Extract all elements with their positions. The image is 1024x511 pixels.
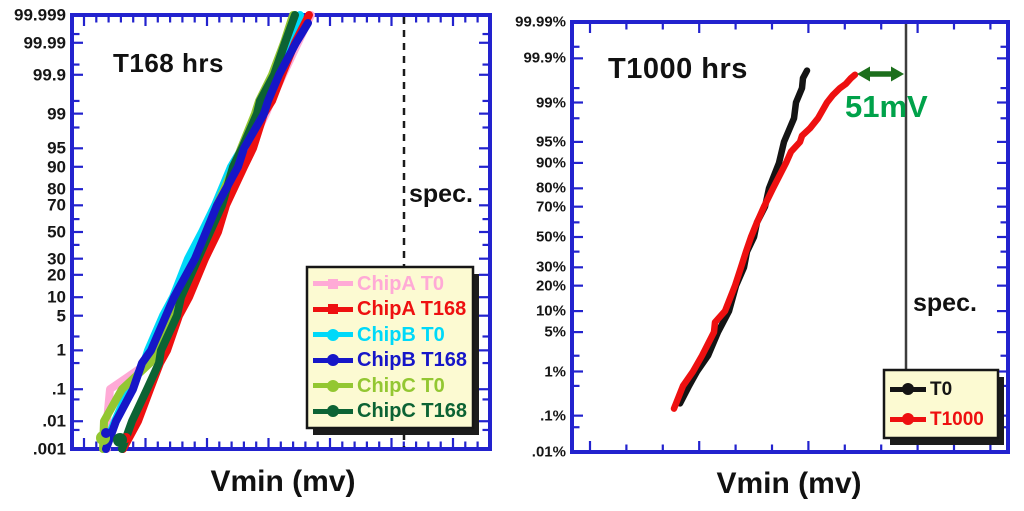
legend-marker — [313, 278, 353, 289]
series-end-dot — [113, 433, 127, 447]
legend-label: ChipA T0 — [357, 272, 445, 295]
y-tick-label: 20% — [535, 277, 566, 295]
legend-chips: ChipA T0 ChipA T168 ChipB T0 ChipB T168 Chip… — [313, 271, 469, 424]
legend-label: ChipA T168 — [357, 298, 467, 321]
y-tick-label: .1 — [51, 379, 66, 399]
y-tick-label: 10 — [47, 287, 66, 307]
legend-marker — [313, 354, 353, 367]
legend-label: ChipB T168 — [357, 349, 468, 372]
y-tick-label: 5% — [544, 323, 566, 341]
legend-marker — [313, 304, 353, 315]
legend-item-ChipA-T0: ChipA T0 — [313, 274, 469, 294]
y-tick-label: .001 — [32, 439, 66, 459]
legend-box — [882, 368, 1000, 440]
y-tick-label: 50% — [535, 228, 566, 246]
legend-t0-t1000: T0 T1000 — [890, 374, 994, 434]
legend-item-ChipA-T168: ChipA T168 — [313, 299, 469, 319]
series-end-dot — [101, 428, 111, 438]
y-tick-label: 99.999 — [14, 5, 66, 25]
y-tick-label: 99.9 — [32, 65, 66, 85]
y-tick-label: 80% — [535, 179, 566, 197]
y-tick-label: 1% — [544, 363, 566, 380]
legend-box — [305, 265, 475, 430]
legend-item-T1000: T1000 — [890, 410, 994, 429]
y-tick-label: 90 — [47, 157, 66, 177]
y-tick-label: 20 — [47, 265, 66, 285]
y-tick-label: 1 — [56, 340, 66, 360]
legend-marker — [890, 383, 926, 395]
legend-label: ChipC T168 — [357, 400, 468, 423]
y-tick-label: 95 — [47, 138, 66, 158]
chart-title-t1000: T1000 hrs — [608, 53, 748, 85]
spec-label-right: spec. — [913, 289, 977, 317]
series-T1000 — [670, 71, 859, 412]
legend-label: ChipC T0 — [357, 374, 445, 397]
y-tick-label: 90% — [535, 154, 566, 172]
legend-marker — [313, 328, 353, 341]
delta-arrow-head-right — [891, 66, 904, 82]
chart-title-t168: T168 hrs — [113, 48, 224, 78]
legend-label: T1000 — [930, 408, 984, 430]
x-axis-label-right: Vmin (mv) — [716, 467, 862, 500]
series-ChipB-T168 — [102, 19, 312, 453]
legend-marker — [890, 413, 926, 425]
y-tick-label: 95% — [535, 133, 566, 151]
y-tick-label: 99.99 — [23, 33, 66, 53]
y-tick-label: 80 — [47, 179, 66, 199]
x-axis-label-left: Vmin (mv) — [210, 465, 356, 498]
legend-item-ChipB-T168: ChipB T168 — [313, 350, 469, 370]
legend-item-ChipC-T168: ChipC T168 — [313, 401, 469, 421]
legend-item-ChipC-T0: ChipC T0 — [313, 376, 469, 396]
legend-marker — [313, 379, 353, 392]
y-tick-label: 5 — [56, 306, 66, 326]
delta-51mv-label: 51mV — [845, 89, 928, 124]
legend-item-T0: T0 — [890, 380, 994, 399]
y-tick-label: 10% — [535, 302, 566, 320]
delta-arrow-head-left — [857, 66, 870, 82]
legend-label: T0 — [930, 378, 953, 400]
y-tick-label: .1% — [540, 407, 566, 425]
y-tick-label: 99.9% — [523, 49, 566, 67]
spec-label-left: spec. — [409, 180, 473, 208]
y-tick-label: .01 — [42, 411, 66, 431]
y-tick-label: 99 — [47, 104, 66, 124]
legend-item-ChipB-T0: ChipB T0 — [313, 325, 469, 345]
y-tick-label: 50 — [47, 222, 66, 242]
y-tick-label: 99% — [535, 94, 566, 111]
y-tick-label: 30 — [47, 249, 66, 269]
y-tick-label: 70 — [47, 195, 66, 215]
y-tick-label: 30% — [535, 258, 566, 276]
y-tick-label: 99.99% — [515, 13, 566, 31]
y-tick-label: .01% — [531, 443, 566, 461]
legend-marker — [313, 405, 353, 418]
legend-label: ChipB T0 — [357, 323, 445, 346]
y-tick-label: 70% — [535, 198, 566, 216]
